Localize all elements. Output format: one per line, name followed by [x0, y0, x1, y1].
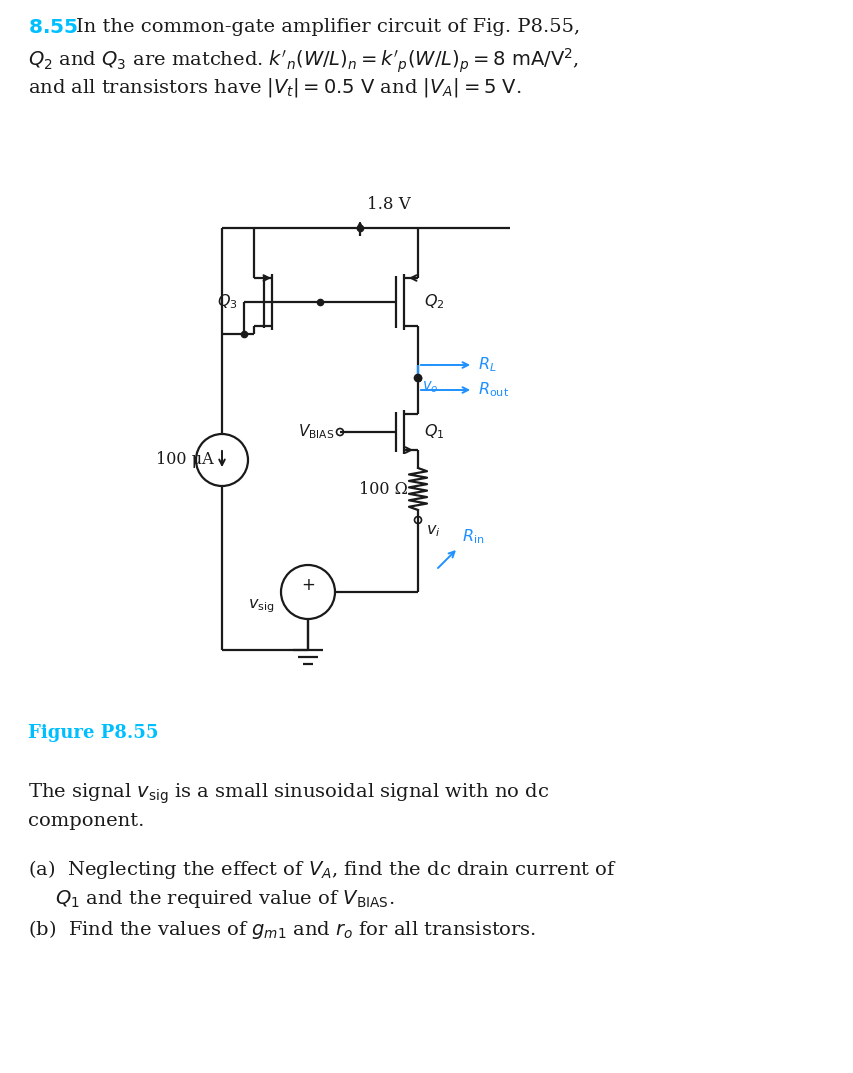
Text: and all transistors have $|V_t| = 0.5\ \mathrm{V}$ and $|V_A| = 5\ \mathrm{V}$.: and all transistors have $|V_t| = 0.5\ \…	[28, 76, 521, 99]
Text: The signal $v_{\rm sig}$ is a small sinusoidal signal with no dc: The signal $v_{\rm sig}$ is a small sinu…	[28, 782, 548, 807]
Text: (a)  Neglecting the effect of $V_A$, find the dc drain current of: (a) Neglecting the effect of $V_A$, find…	[28, 858, 616, 881]
Text: $Q_1$ and the required value of $V_{\rm BIAS}$.: $Q_1$ and the required value of $V_{\rm …	[55, 888, 394, 910]
Text: component.: component.	[28, 812, 144, 831]
Text: $Q_2$ and $Q_3$ are matched. $k'_n(W/L)_n = k'_p(W/L)_p = 8\ \mathrm{mA/V^2}$,: $Q_2$ and $Q_3$ are matched. $k'_n(W/L)_…	[28, 47, 578, 75]
Text: 100 μA: 100 μA	[156, 452, 214, 469]
Text: $R_L$: $R_L$	[478, 355, 496, 374]
Text: $R_{\rm in}$: $R_{\rm in}$	[461, 527, 484, 546]
Text: +: +	[301, 576, 315, 594]
Text: $v_o$: $v_o$	[421, 379, 438, 395]
Text: $\mathbf{8.55}$: $\mathbf{8.55}$	[28, 18, 78, 36]
Text: $R_{\rm out}$: $R_{\rm out}$	[478, 381, 508, 399]
Text: $v_{\rm sig}$: $v_{\rm sig}$	[248, 597, 275, 615]
Text: Figure P8.55: Figure P8.55	[28, 724, 159, 743]
Text: 1.8 V: 1.8 V	[367, 196, 410, 214]
Text: $Q_2$: $Q_2$	[423, 293, 444, 311]
Text: $Q_3$: $Q_3$	[217, 293, 238, 311]
Text: (b)  Find the values of $g_{m1}$ and $r_o$ for all transistors.: (b) Find the values of $g_{m1}$ and $r_o…	[28, 918, 536, 941]
Text: In the common-gate amplifier circuit of Fig. P8.55,: In the common-gate amplifier circuit of …	[76, 18, 579, 36]
Text: $Q_1$: $Q_1$	[423, 423, 444, 441]
Text: $v_i$: $v_i$	[426, 521, 440, 539]
Text: $V_{\rm BIAS}$: $V_{\rm BIAS}$	[297, 423, 334, 441]
Text: 100 Ω: 100 Ω	[359, 481, 408, 498]
